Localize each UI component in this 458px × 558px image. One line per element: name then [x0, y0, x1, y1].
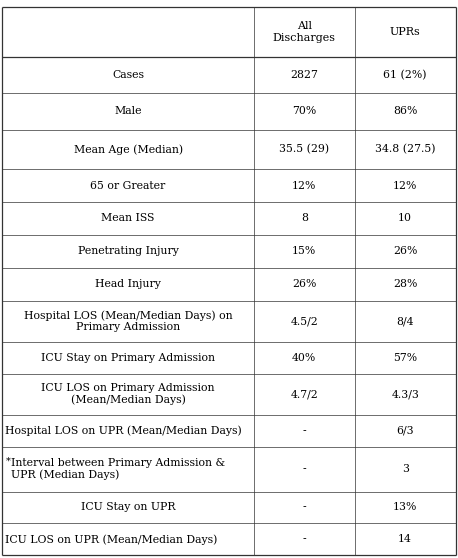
Text: -: - — [302, 464, 306, 474]
Text: 4.3/3: 4.3/3 — [391, 389, 419, 399]
Text: Cases: Cases — [112, 70, 144, 80]
Text: 2827: 2827 — [290, 70, 318, 80]
Text: 3: 3 — [402, 464, 409, 474]
Text: -: - — [302, 426, 306, 436]
Text: ICU Stay on Primary Admission: ICU Stay on Primary Admission — [41, 353, 215, 363]
Text: All
Discharges: All Discharges — [273, 21, 336, 43]
Text: Mean Age (Median): Mean Age (Median) — [74, 144, 183, 155]
Text: Interval between Primary Admission &
UPR (Median Days): Interval between Primary Admission & UPR… — [11, 458, 226, 480]
Text: 15%: 15% — [292, 246, 316, 256]
Text: 86%: 86% — [393, 107, 417, 117]
Text: ICU LOS on UPR (Mean/Median Days): ICU LOS on UPR (Mean/Median Days) — [5, 534, 218, 545]
Text: ICU LOS on Primary Admission
(Mean/Median Days): ICU LOS on Primary Admission (Mean/Media… — [41, 383, 215, 405]
Text: 57%: 57% — [393, 353, 417, 363]
Text: Head Injury: Head Injury — [95, 279, 161, 289]
Text: 10: 10 — [398, 213, 412, 223]
Text: UPRs: UPRs — [390, 27, 420, 37]
Text: 35.5 (29): 35.5 (29) — [279, 144, 329, 155]
Text: Hospital LOS (Mean/Median Days) on
Primary Admission: Hospital LOS (Mean/Median Days) on Prima… — [24, 310, 232, 333]
Text: 34.8 (27.5): 34.8 (27.5) — [375, 144, 436, 155]
Text: 28%: 28% — [393, 279, 417, 289]
Text: 14: 14 — [398, 535, 412, 544]
Text: 13%: 13% — [393, 503, 417, 512]
Text: 4.5/2: 4.5/2 — [290, 316, 318, 326]
Text: -: - — [302, 503, 306, 512]
Text: 40%: 40% — [292, 353, 316, 363]
Text: 8/4: 8/4 — [397, 316, 414, 326]
Text: 12%: 12% — [393, 180, 417, 190]
Text: Hospital LOS on UPR (Mean/Median Days): Hospital LOS on UPR (Mean/Median Days) — [5, 425, 242, 436]
Text: 12%: 12% — [292, 180, 316, 190]
Text: 65 or Greater: 65 or Greater — [91, 180, 166, 190]
Text: Male: Male — [114, 107, 142, 117]
Text: Penetrating Injury: Penetrating Injury — [78, 246, 179, 256]
Text: 6/3: 6/3 — [396, 426, 414, 436]
Text: 26%: 26% — [292, 279, 316, 289]
Text: 26%: 26% — [393, 246, 417, 256]
Text: 8: 8 — [301, 213, 308, 223]
Text: Mean ISS: Mean ISS — [101, 213, 155, 223]
Text: ICU Stay on UPR: ICU Stay on UPR — [81, 503, 175, 512]
Text: 70%: 70% — [292, 107, 316, 117]
Text: -: - — [302, 535, 306, 544]
Text: 61 (2%): 61 (2%) — [383, 70, 427, 80]
Text: 4.7/2: 4.7/2 — [290, 389, 318, 399]
Text: *: * — [6, 456, 11, 465]
